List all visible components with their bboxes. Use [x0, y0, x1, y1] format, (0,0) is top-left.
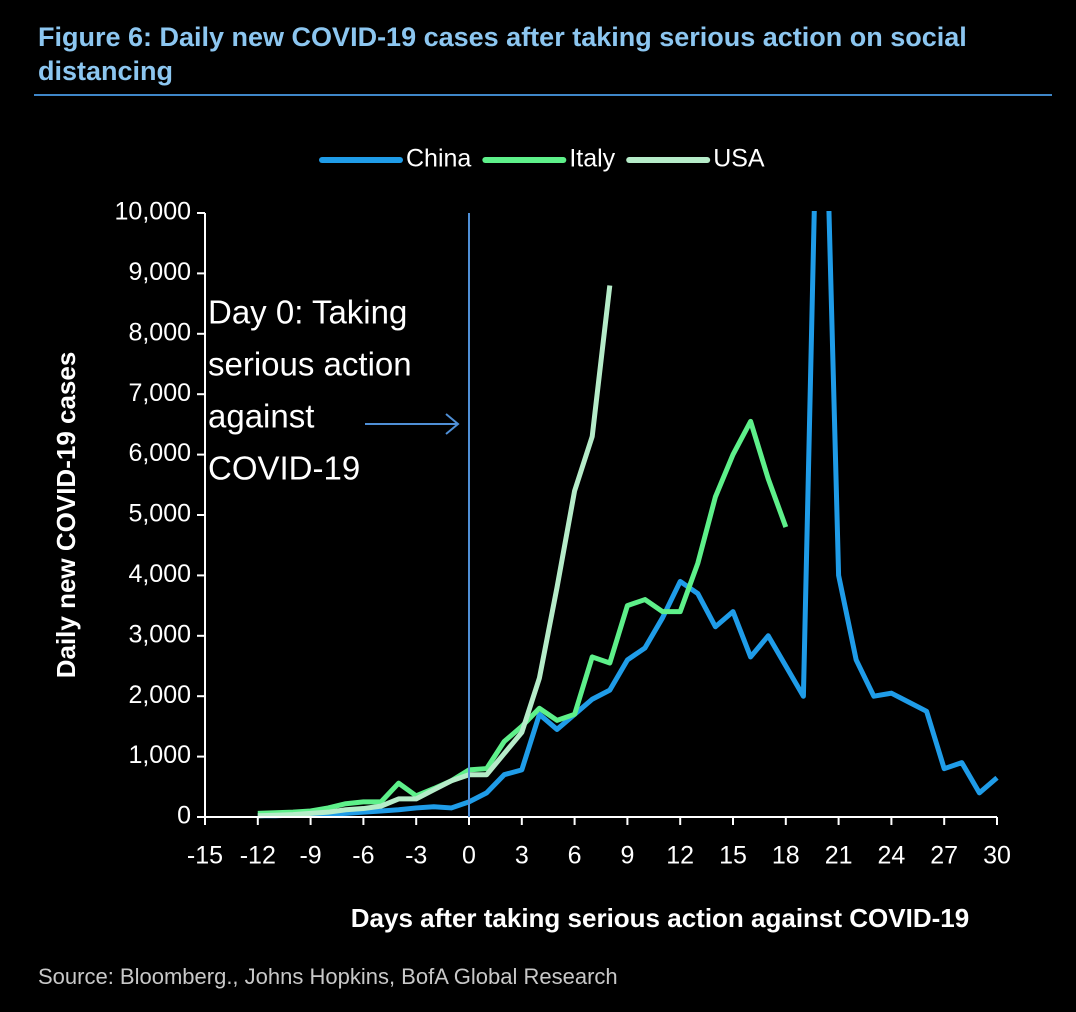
x-tick-label: 0	[462, 842, 476, 870]
x-tick-label: -3	[405, 842, 427, 870]
plot-area	[257, 211, 999, 819]
x-tick-label: 18	[772, 842, 800, 870]
x-tick-label: -9	[299, 842, 321, 870]
series-line	[257, 211, 999, 819]
x-tick-label: 9	[620, 842, 634, 870]
x-tick-label: 24	[877, 842, 905, 870]
title-rule	[34, 94, 1052, 96]
x-axis-title: Days after taking serious action against…	[351, 903, 969, 933]
y-tick-label: 5,000	[128, 500, 191, 528]
x-tick-label: 15	[719, 842, 747, 870]
annotation: serious action	[208, 346, 412, 383]
y-tick-label: 4,000	[128, 560, 191, 588]
y-axis-title: Daily new COVID-19 cases	[51, 352, 81, 679]
series-line	[257, 285, 613, 819]
x-tick-label: 3	[515, 842, 529, 870]
annotation: Day 0: Taking	[208, 294, 407, 331]
y-tick-label: 3,000	[128, 620, 191, 648]
annotation-arrowhead	[445, 413, 460, 435]
source: Source: Bloomberg., Johns Hopkins, BofA …	[38, 964, 618, 989]
x-tick-label: 30	[983, 842, 1011, 870]
x-tick-label: 27	[930, 842, 958, 870]
x-tick-label: 6	[568, 842, 582, 870]
x-tick-label: -6	[352, 842, 374, 870]
legend-label: China	[406, 145, 471, 173]
x-tick-label: -12	[240, 842, 276, 870]
legend-label: Italy	[569, 145, 615, 173]
chart-title: Figure 6: Daily new COVID-19 cases after…	[38, 22, 967, 86]
y-tick-label: 2,000	[128, 681, 191, 709]
annotation: COVID-19	[208, 450, 360, 487]
y-tick-label: 8,000	[128, 318, 191, 346]
y-tick-label: 9,000	[128, 258, 191, 286]
legend-label: USA	[713, 145, 765, 173]
y-tick-label: 0	[177, 802, 191, 830]
annotation: against	[208, 398, 314, 435]
y-tick-label: 1,000	[128, 741, 191, 769]
y-tick-label: 6,000	[128, 439, 191, 467]
x-tick-label: 12	[666, 842, 694, 870]
x-tick-label: 21	[825, 842, 853, 870]
x-tick-label: -15	[187, 842, 223, 870]
y-tick-label: 10,000	[115, 198, 191, 226]
y-tick-label: 7,000	[128, 379, 191, 407]
